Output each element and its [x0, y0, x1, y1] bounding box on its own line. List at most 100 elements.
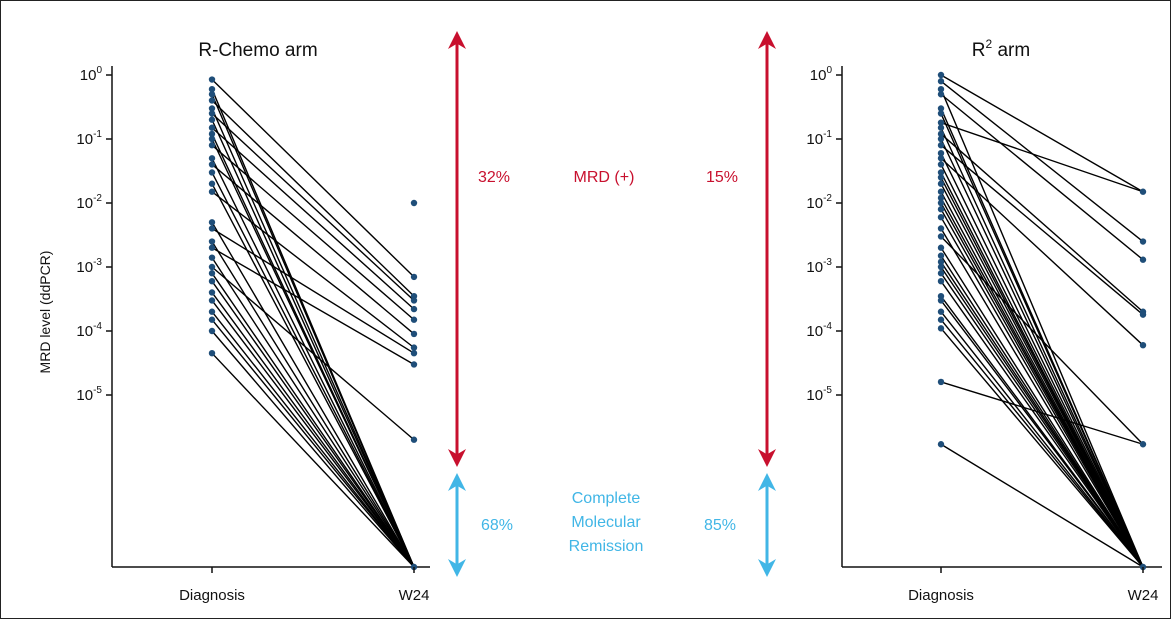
data-point	[208, 130, 216, 138]
data-point	[1139, 311, 1147, 318]
patient-line	[940, 122, 1144, 193]
patient-line	[940, 138, 1144, 568]
data-point	[208, 155, 216, 162]
patient-line	[940, 272, 1144, 568]
y-tick-label: 10-4	[806, 321, 832, 340]
panel-rchemo: R-Chemo arm MRD level (ddPCR) 100 10-1 10-…	[37, 40, 430, 604]
data-point	[937, 277, 945, 285]
data-point	[937, 180, 945, 187]
y-tick-label: 10-5	[76, 385, 102, 404]
patient-line	[211, 113, 415, 301]
patient-line	[211, 183, 415, 568]
data-point	[208, 219, 216, 226]
data-point	[937, 252, 945, 259]
patient-line	[940, 88, 1144, 568]
patient-line	[211, 119, 415, 568]
patient-line	[211, 157, 415, 568]
data-point	[208, 116, 216, 123]
data-point	[937, 174, 945, 181]
data-point	[208, 124, 216, 131]
data-point	[937, 258, 945, 266]
patient-line	[940, 443, 1144, 568]
patient-line	[211, 311, 415, 568]
patient-line	[940, 80, 1144, 243]
remission-label-line: Complete	[572, 490, 641, 507]
data-point	[937, 316, 945, 323]
patient-line	[211, 272, 415, 568]
data-point	[937, 119, 945, 126]
data-point	[208, 297, 216, 304]
data-point	[208, 91, 216, 98]
patient-line	[940, 144, 1144, 316]
patient-line	[211, 127, 415, 310]
data-point	[937, 142, 945, 149]
data-point	[208, 244, 216, 251]
data-point	[208, 188, 216, 195]
patient-line	[211, 79, 415, 278]
data-point	[208, 97, 216, 104]
patient-line	[940, 235, 1144, 445]
data-point	[208, 349, 216, 357]
paired-lines	[940, 74, 1144, 568]
data-point	[208, 169, 216, 176]
data-point	[208, 85, 216, 93]
patient-line	[211, 93, 415, 568]
data-point	[937, 135, 945, 143]
panel-title: R-Chemo arm	[198, 40, 317, 61]
rchemo-mrd-positive-pct: 32%	[478, 169, 510, 186]
title-main: R	[972, 40, 986, 61]
y-ticks: 100 10-1 10-2 10-3 10-4 10-5	[76, 65, 112, 404]
patient-line	[211, 319, 415, 568]
data-point	[937, 110, 945, 117]
patient-line	[940, 93, 1144, 261]
data-point	[208, 135, 216, 143]
data-point	[937, 194, 945, 202]
patient-line	[940, 327, 1144, 568]
patient-line	[211, 99, 415, 297]
remission-label-line: Molecular	[571, 514, 641, 531]
data-point	[208, 308, 216, 315]
x-tick-label: Diagnosis	[179, 587, 245, 604]
data-point	[410, 436, 418, 443]
patient-line	[940, 157, 1144, 346]
data-point	[937, 297, 945, 304]
data-point	[937, 308, 945, 315]
data-point	[410, 349, 418, 357]
y-tick-label: 100	[810, 65, 833, 84]
y-tick-label: 10-5	[806, 385, 832, 404]
data-point	[937, 441, 945, 448]
y-tick-label: 10-1	[76, 129, 102, 148]
data-point	[937, 161, 945, 168]
x-tick-label: Diagnosis	[908, 587, 974, 604]
data-point	[208, 289, 216, 296]
data-point	[937, 85, 945, 93]
data-point	[937, 124, 945, 131]
patient-line	[211, 172, 415, 568]
patient-line	[940, 74, 1144, 193]
data-point	[937, 105, 945, 112]
patient-line	[211, 191, 415, 349]
patient-line	[940, 300, 1144, 568]
data-point	[937, 213, 945, 221]
data-point	[937, 325, 945, 332]
patient-line	[940, 280, 1144, 568]
data-point	[937, 149, 945, 157]
patient-line	[940, 216, 1144, 568]
data-point	[410, 330, 418, 338]
data-point	[937, 206, 945, 213]
y-tick-label: 10-4	[76, 321, 102, 340]
patient-line	[211, 300, 415, 568]
patient-line	[211, 247, 415, 366]
data-point	[937, 225, 945, 232]
annotations: 32% MRD (+) 15% 68% Complete Molecular R…	[448, 31, 776, 577]
y-axis-label: MRD level (ddPCR)	[37, 251, 53, 374]
y-tick-label: 10-2	[806, 193, 832, 212]
patient-line	[940, 228, 1144, 568]
data-point	[208, 316, 216, 323]
y-tick-label: 100	[80, 65, 103, 84]
patient-line	[211, 352, 415, 568]
data-point	[937, 91, 945, 98]
data-point	[208, 105, 216, 112]
data-point	[208, 277, 216, 285]
